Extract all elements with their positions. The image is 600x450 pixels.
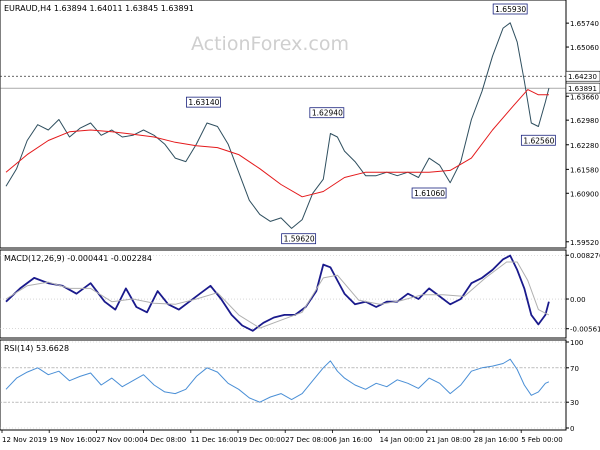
price-ytick-label: 1.61580 (570, 166, 599, 174)
price-ytick-label: 1.65740 (570, 20, 599, 28)
macd-macd-line (5, 254, 550, 332)
xtick-label: 11 Dec 16:00 (191, 436, 238, 444)
swing-annotation-box (411, 187, 447, 199)
swing-annotation-box (492, 3, 528, 15)
macd-panel-title: MACD(12,26,9) -0.000441 -0.002284 (4, 254, 152, 263)
macd-panel-frame (0, 249, 567, 339)
xtick-label: 19 Nov 16:00 (49, 436, 96, 444)
xtick-label: 27 Nov 00:00 (96, 436, 143, 444)
price-moving-average-line (5, 89, 549, 198)
rsi-ytick-label: 100 (570, 339, 583, 347)
swing-annotation-label: 1.62560 (523, 136, 554, 145)
series-layer (5, 22, 550, 403)
xtick-label: 5 Feb 00:00 (521, 436, 562, 444)
rsi-ytick-label: 30 (570, 399, 579, 407)
xtick-label: 19 Dec 00:00 (238, 436, 285, 444)
macd-ytick-label: -0.00561 (570, 326, 600, 334)
price-ytick-label: 1.65060 (570, 44, 599, 52)
xtick-label: 21 Jan 08:00 (427, 436, 471, 444)
rsi-rsi-line (5, 358, 550, 403)
level-price-label: 1.64230 (568, 73, 597, 81)
xtick-label: 14 Jan 00:00 (380, 436, 424, 444)
swing-annotation-label: 1.62940 (312, 109, 343, 118)
price-panel-frame (0, 0, 567, 249)
xtick-label: 27 Dec 08:00 (285, 436, 332, 444)
xtick-label: 4 Dec 08:00 (144, 436, 187, 444)
price-ytick-label: 1.62980 (570, 117, 599, 125)
xtick-label: 6 Jan 16:00 (332, 436, 372, 444)
rsi-panel-title: RSI(14) 53.6628 (4, 344, 69, 353)
swing-annotation-label: 1.65930 (495, 5, 526, 14)
macd-signal-line (5, 261, 550, 329)
rsi-panel-frame (0, 339, 567, 431)
xtick-label: 28 Jan 16:00 (474, 436, 518, 444)
axis-layer: 1.65740 1.65060 1.64230 1.63660 1.62980 1.622… (1, 20, 600, 444)
current-price-box (565, 82, 600, 94)
macd-ytick-label: 0.00 (570, 296, 586, 304)
rsi-ytick-label: 0 (570, 425, 574, 433)
price-ytick-label: 1.63660 (570, 93, 599, 101)
swing-annotation-box (186, 96, 221, 108)
swing-annotation-label: 1.63140 (188, 98, 219, 107)
annotation-layer: 1.63140 1.59620 1.62940 1.61060 1.65930 1.625… (186, 3, 556, 245)
swing-annotation-label: 1.59620 (284, 235, 315, 244)
price-ytick-label: 1.62280 (570, 142, 599, 150)
swing-annotation-box (281, 233, 317, 245)
level-price-box (565, 70, 600, 82)
xtick-label: 12 Nov 2019 (2, 436, 47, 444)
swing-annotation-label: 1.61060 (414, 189, 445, 198)
swing-annotation-box (520, 134, 556, 146)
current-price-label: 1.63891 (568, 85, 597, 93)
watermark-text: ActionForex.com (191, 33, 349, 55)
price-close-line (5, 22, 550, 229)
rsi-ytick-label: 70 (570, 365, 579, 373)
macd-ytick-label: 0.008276 (570, 252, 600, 260)
grid-layer (0, 75, 566, 429)
price-ytick-label: 1.60900 (570, 190, 599, 198)
swing-annotation-box (309, 107, 345, 119)
price-ytick-label: 1.59520 (570, 239, 599, 247)
price-panel-title: EURAUD,H4 1.63894 1.64011 1.63845 1.6389… (4, 4, 194, 13)
